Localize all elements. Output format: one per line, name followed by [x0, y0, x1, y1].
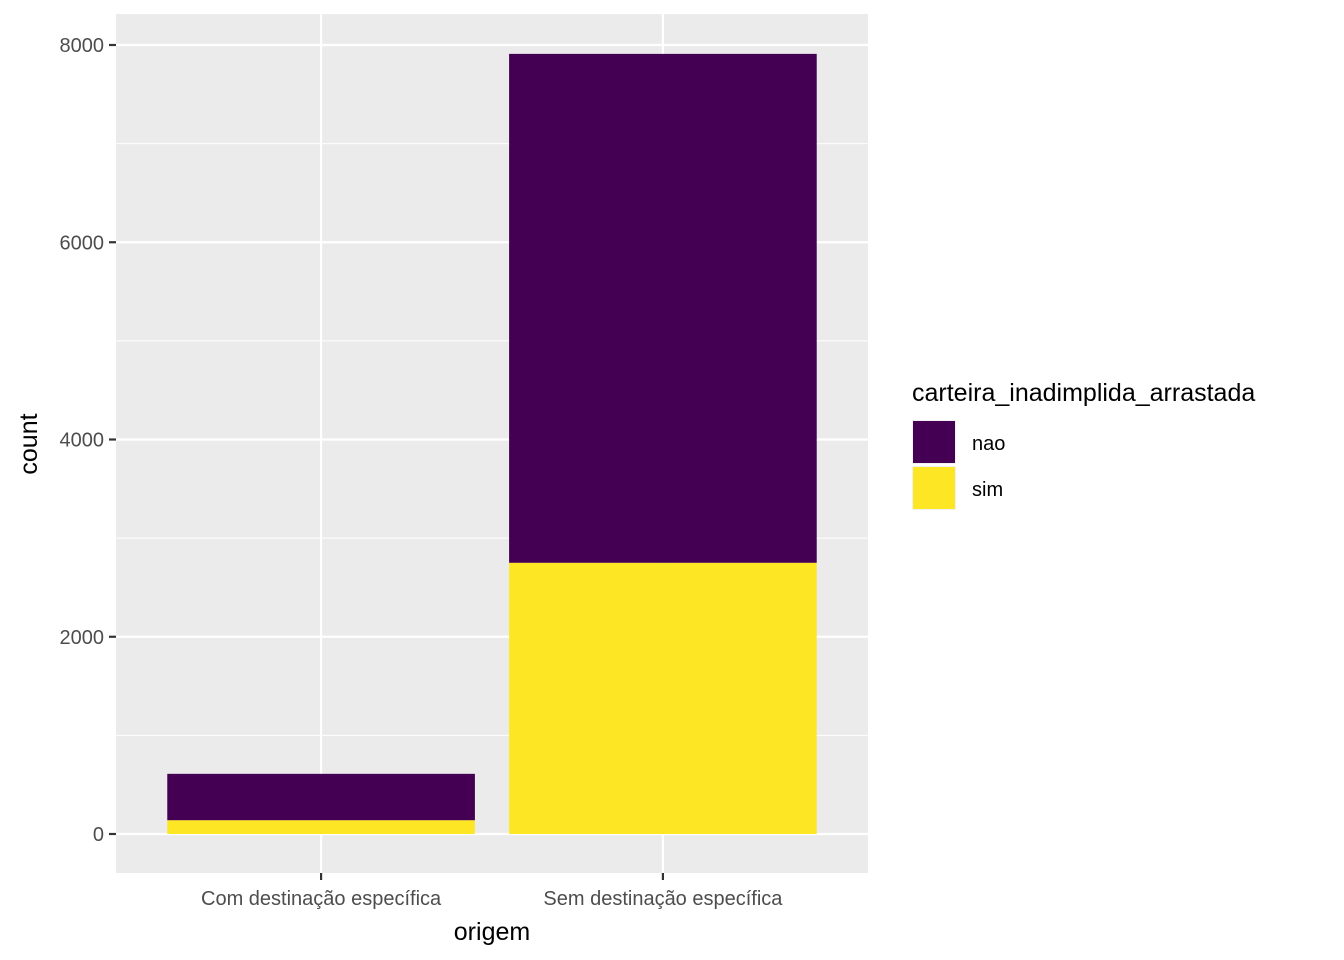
- y-tick-label: 0: [93, 824, 104, 846]
- y-tick-label: 6000: [60, 232, 105, 254]
- bars: [167, 53, 817, 834]
- legend-label-nao: nao: [972, 433, 1005, 455]
- legend-label-sim: sim: [972, 479, 1003, 501]
- y-axis-title: count: [15, 413, 43, 474]
- x-tick-label: Com destinação específica: [201, 888, 442, 910]
- x-axis-title: origem: [454, 918, 530, 946]
- bar-nao-1: [167, 773, 475, 821]
- y-tick-label: 4000: [60, 430, 105, 452]
- y-axis: 0 2000 4000 6000 8000: [60, 35, 116, 846]
- legend-title: carteira_inadimplida_arrastada: [912, 379, 1255, 407]
- legend-swatch-sim: [913, 467, 955, 509]
- x-axis: Com destinação específica Sem destinação …: [201, 873, 783, 910]
- legend-swatch-nao: [913, 421, 955, 463]
- bar-sim-2: [509, 562, 817, 834]
- legend: carteira_inadimplida_arrastada nao sim: [912, 379, 1255, 510]
- y-tick-label: 2000: [60, 627, 105, 649]
- bar-sim-1: [167, 820, 475, 834]
- bar-nao-2: [509, 53, 817, 563]
- x-tick-label: Sem destinação específica: [543, 888, 783, 910]
- y-tick-label: 8000: [60, 35, 105, 57]
- legend-items: nao sim: [912, 420, 1005, 510]
